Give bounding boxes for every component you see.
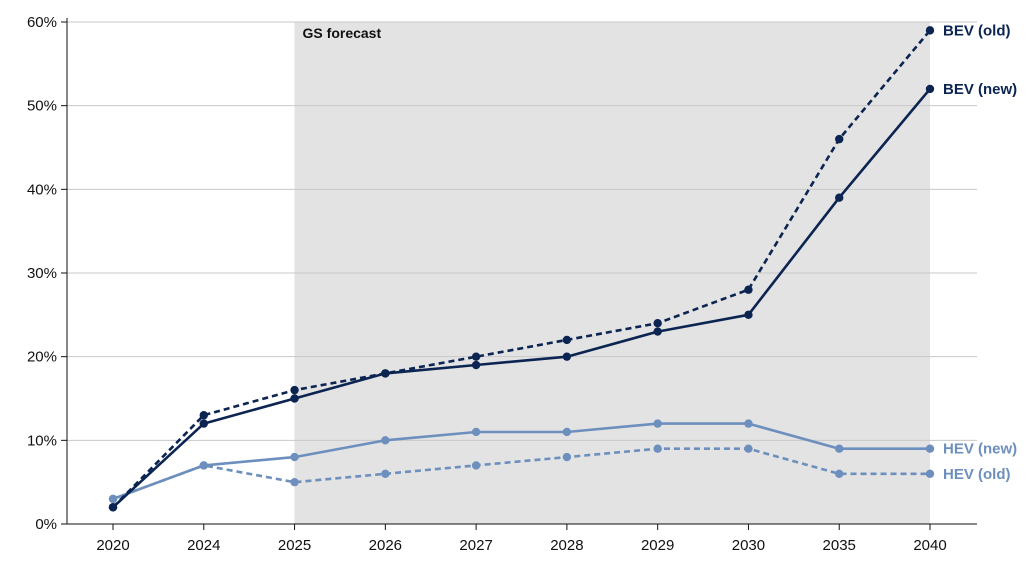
x-tick-label: 2029 bbox=[641, 537, 674, 554]
x-tick-label: 2040 bbox=[913, 537, 946, 554]
x-tick-label: 2027 bbox=[459, 537, 492, 554]
data-point bbox=[562, 427, 572, 437]
series-end-label: HEV (new) bbox=[943, 441, 1017, 458]
x-tick-label: 2024 bbox=[187, 537, 220, 554]
y-tick-label: 10% bbox=[27, 432, 57, 449]
y-tick-label: 60% bbox=[27, 14, 57, 31]
data-point bbox=[562, 352, 572, 361]
x-tick-label: 2025 bbox=[278, 537, 311, 554]
x-axis-ticks: 2020 2024 2025 2026 2027 2028 2029 2030 2035 2040 bbox=[96, 524, 947, 554]
gridlines bbox=[67, 21, 977, 441]
data-point bbox=[199, 411, 208, 420]
data-point bbox=[108, 503, 118, 512]
data-point bbox=[744, 444, 753, 453]
y-tick-label: 20% bbox=[27, 349, 57, 366]
series-line bbox=[112, 422, 930, 501]
axes bbox=[66, 18, 977, 525]
data-point bbox=[653, 419, 662, 428]
data-point bbox=[381, 369, 390, 378]
data-point bbox=[290, 394, 299, 403]
data-point bbox=[653, 319, 662, 328]
data-point bbox=[835, 193, 844, 202]
data-point bbox=[381, 436, 390, 445]
data-point bbox=[108, 494, 118, 504]
x-tick-label: 2020 bbox=[96, 537, 129, 554]
y-tick-label: 30% bbox=[27, 265, 57, 282]
series-end-label: BEV (old) bbox=[943, 22, 1011, 39]
data-point bbox=[381, 469, 390, 478]
series-end-label: BEV (new) bbox=[943, 81, 1017, 98]
series-line bbox=[112, 88, 931, 509]
y-tick-label: 0% bbox=[35, 516, 57, 533]
x-tick-label: 2028 bbox=[550, 537, 583, 554]
data-point bbox=[925, 469, 935, 478]
data-point bbox=[471, 427, 481, 437]
x-tick-label: 2030 bbox=[732, 537, 765, 554]
forecast-region-label: GS forecast bbox=[303, 25, 382, 41]
data-point bbox=[471, 461, 481, 470]
data-point bbox=[835, 469, 844, 478]
data-point bbox=[744, 285, 753, 294]
data-point bbox=[835, 134, 844, 144]
data-point bbox=[925, 84, 935, 94]
data-point bbox=[744, 310, 753, 320]
data-point bbox=[199, 419, 208, 428]
x-tick-label: 2026 bbox=[369, 537, 402, 554]
data-point bbox=[290, 477, 299, 487]
series-end-label: HEV (old) bbox=[943, 466, 1011, 483]
data-point bbox=[653, 327, 662, 336]
series-labels: BEV (old) BEV (new) HEV (new) HEV (old) bbox=[943, 22, 1017, 482]
data-point bbox=[562, 452, 572, 462]
x-tick-label: 2035 bbox=[823, 537, 856, 554]
series-line bbox=[112, 29, 931, 509]
data-point bbox=[290, 385, 299, 395]
data-point bbox=[744, 419, 753, 428]
series-line bbox=[112, 447, 930, 501]
data-point bbox=[199, 461, 208, 470]
y-tick-label: 50% bbox=[27, 98, 57, 115]
data-point bbox=[290, 452, 299, 462]
data-point bbox=[835, 444, 844, 453]
data-point bbox=[925, 444, 935, 453]
data-point bbox=[562, 335, 572, 345]
data-point bbox=[471, 352, 481, 361]
series-lines bbox=[108, 26, 935, 512]
y-tick-label: 40% bbox=[27, 181, 57, 198]
data-point bbox=[471, 360, 481, 370]
data-point bbox=[925, 26, 935, 35]
y-axis-ticks: 0% 10% 20% 30% 40% 50% 60% bbox=[27, 14, 67, 533]
data-point bbox=[653, 444, 662, 453]
